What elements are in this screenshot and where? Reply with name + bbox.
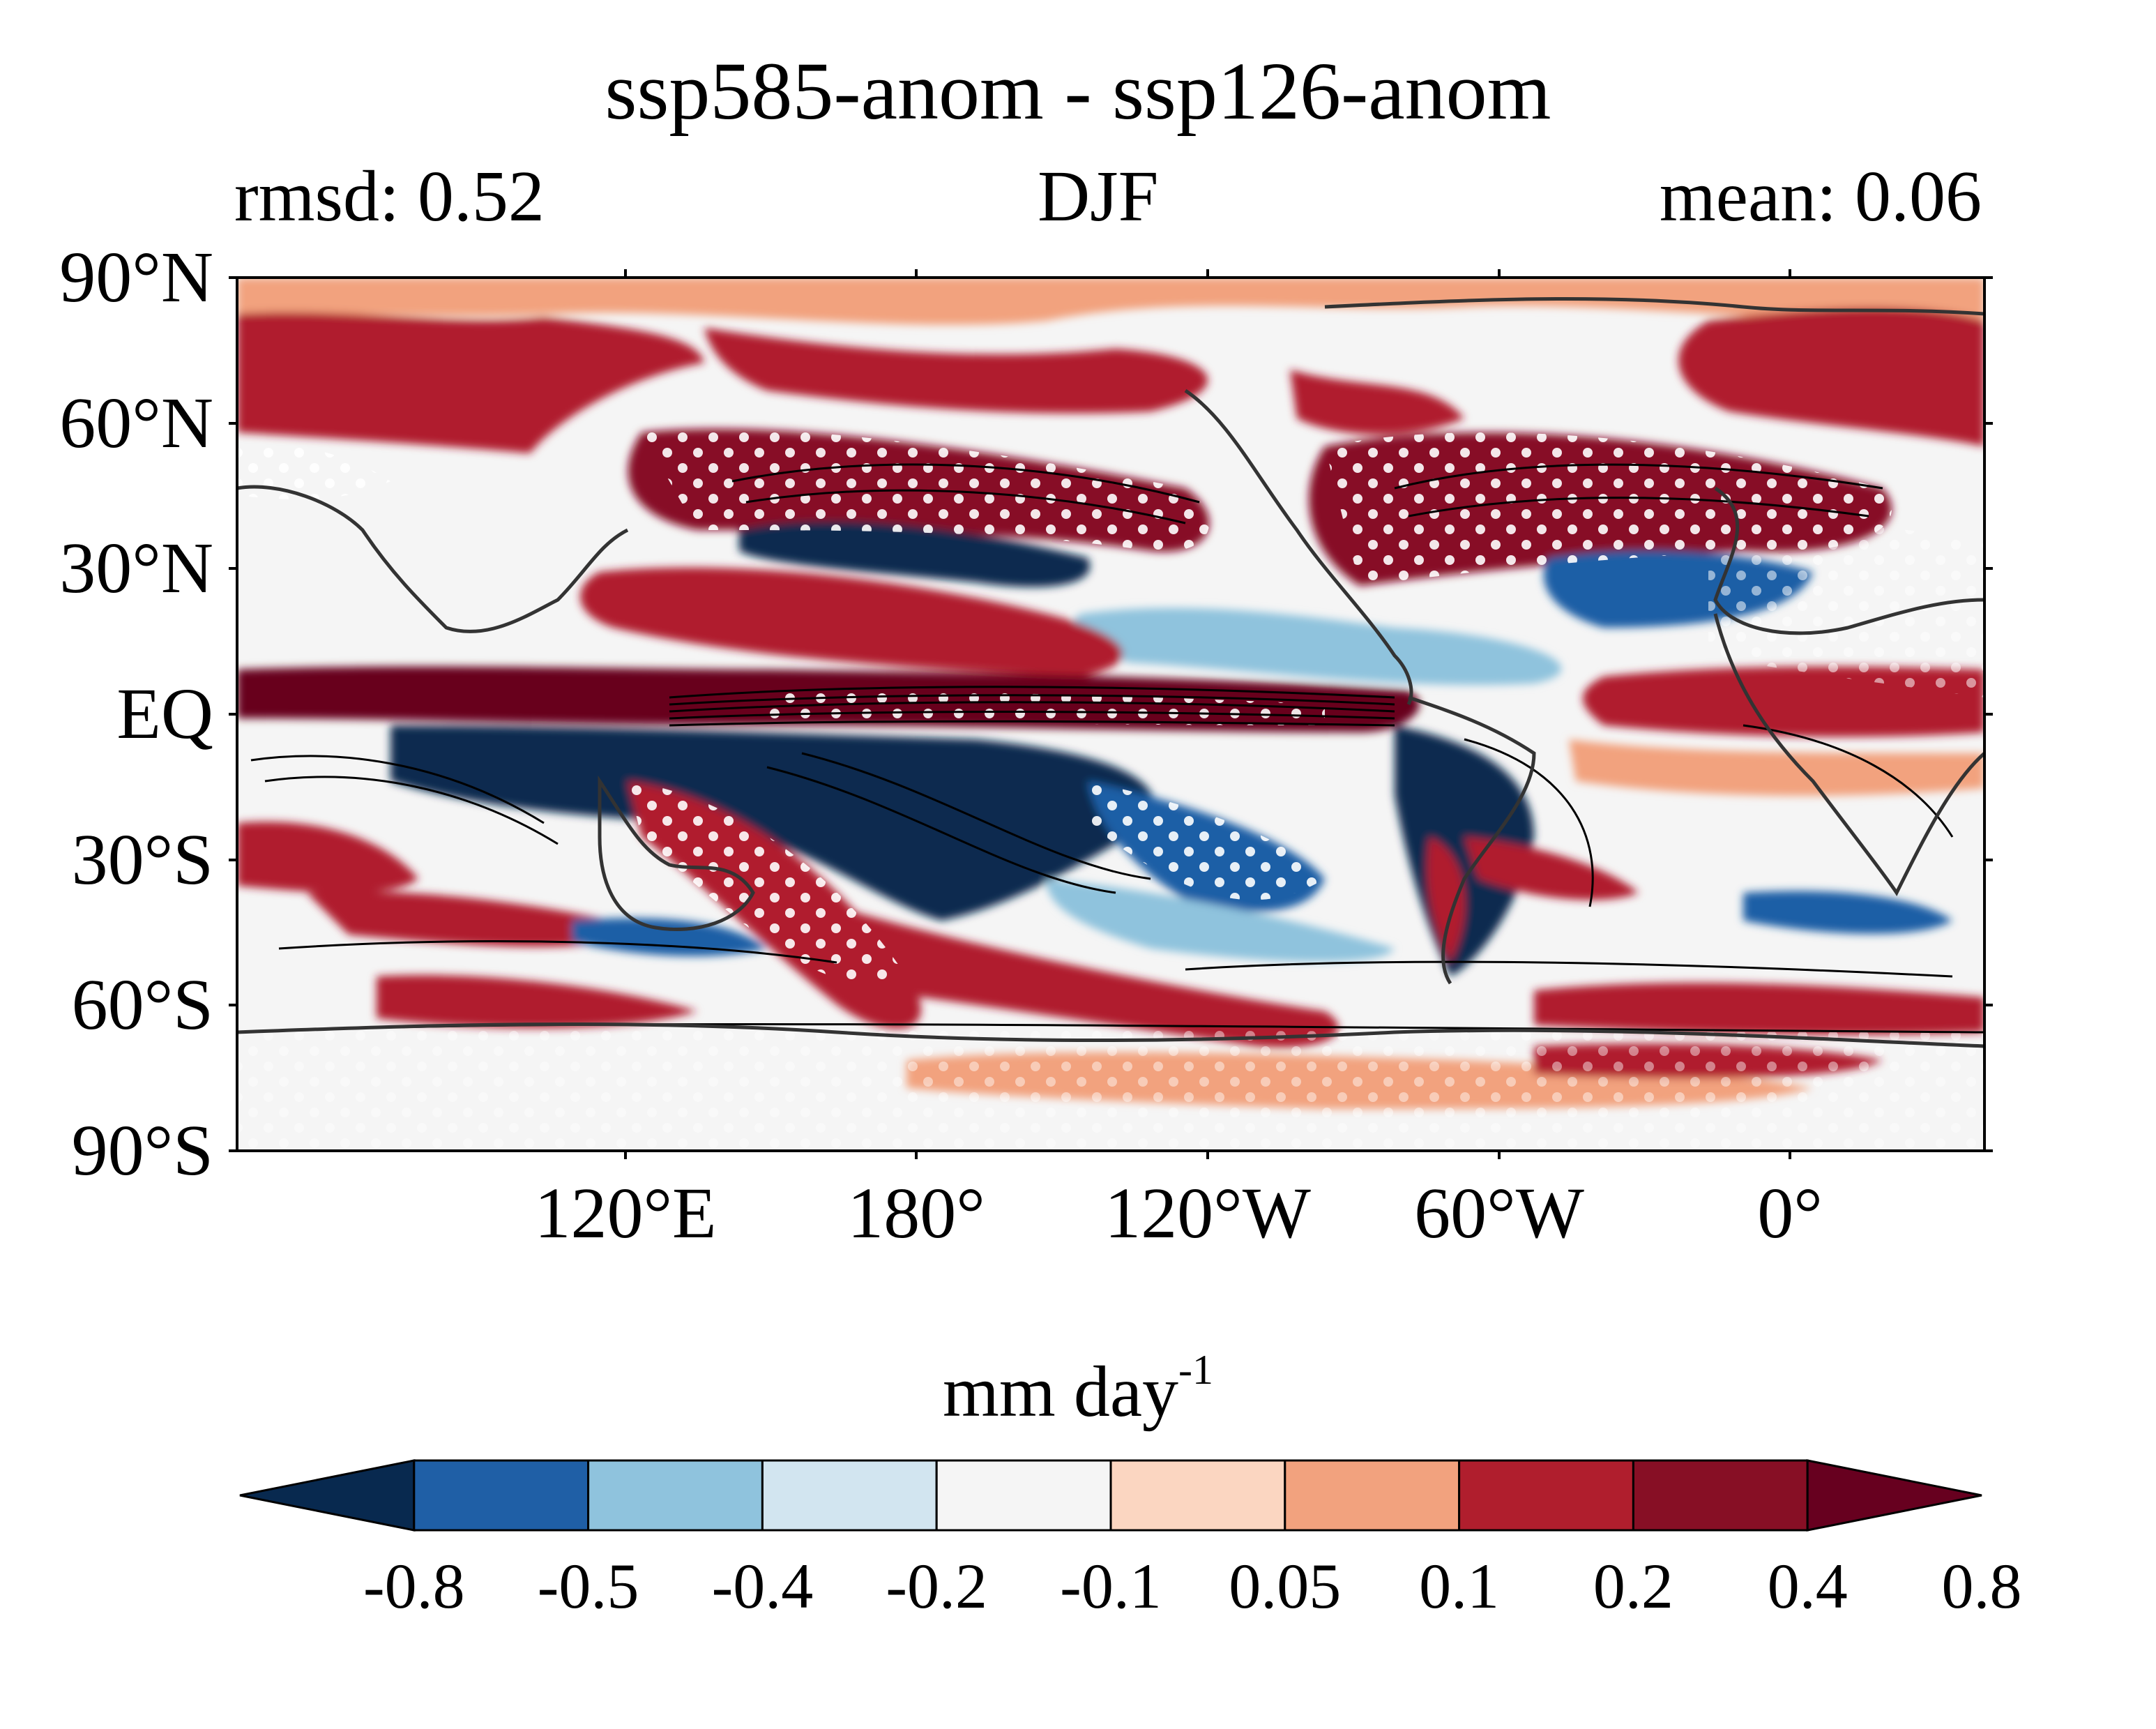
lat-label-30n: 30°N	[59, 528, 213, 608]
colorbar-extend-max	[1806, 1459, 1982, 1532]
coastlines	[237, 296, 1984, 1048]
lon-label-120e: 120°E	[534, 1173, 717, 1253]
lon-label-120w: 120°W	[1104, 1173, 1311, 1253]
lat-label-eq: EQ	[116, 674, 213, 754]
colorbar-tick: -0.4	[711, 1550, 814, 1622]
latitude-ticks	[229, 276, 1993, 1152]
lon-label-0: 0°	[1757, 1173, 1823, 1253]
colorbar-segment	[1284, 1459, 1461, 1532]
colorbar-segment	[1632, 1459, 1809, 1532]
figure-title: ssp585-anom - ssp126-anom	[605, 45, 1551, 137]
lat-label-60s: 60°S	[71, 965, 213, 1045]
mean-label: mean: 0.06	[1659, 156, 1982, 236]
colorbar-tick: -0.5	[537, 1550, 639, 1622]
colorbar-tick: -0.2	[886, 1550, 988, 1622]
colorbar-unit: mm day	[943, 1352, 1178, 1432]
lon-label-180: 180°	[847, 1173, 985, 1253]
significance-stippling	[237, 428, 1984, 1151]
climatology-contours	[237, 463, 1984, 1034]
colorbar-extend-min	[239, 1459, 416, 1532]
lat-label-60n: 60°N	[59, 383, 213, 463]
colorbar-tick: 0.05	[1229, 1550, 1342, 1622]
season-label: DJF	[1038, 156, 1159, 236]
colorbar-segment	[761, 1459, 938, 1532]
colorbar-tick: 0.4	[1767, 1550, 1848, 1622]
longitude-ticks	[624, 269, 1791, 1159]
colorbar-segment	[587, 1459, 764, 1532]
colorbar-title: mm day-1	[0, 1349, 2156, 1428]
map-plot-area	[237, 278, 1984, 1151]
colorbar-segment	[1458, 1459, 1634, 1532]
colorbar-segment	[935, 1459, 1112, 1532]
colorbar-segment	[1109, 1459, 1286, 1532]
colorbar-tick: 0.2	[1593, 1550, 1673, 1622]
colorbar	[239, 1459, 1982, 1532]
colorbar-segment	[413, 1459, 590, 1532]
colorbar-tick: -0.8	[363, 1550, 465, 1622]
lat-label-90n: 90°N	[59, 237, 213, 317]
lon-label-60w: 60°W	[1414, 1173, 1584, 1253]
lat-label-90s: 90°S	[71, 1110, 213, 1191]
lat-label-30s: 30°S	[71, 820, 213, 900]
colorbar-tick: 0.8	[1941, 1550, 2022, 1622]
colorbar-unit-exponent: -1	[1178, 1347, 1213, 1393]
rmsd-label: rmsd: 0.52	[234, 156, 545, 236]
colorbar-tick: 0.1	[1419, 1550, 1500, 1622]
anomaly-field	[237, 278, 1984, 1109]
colorbar-tick: -0.1	[1060, 1550, 1162, 1622]
